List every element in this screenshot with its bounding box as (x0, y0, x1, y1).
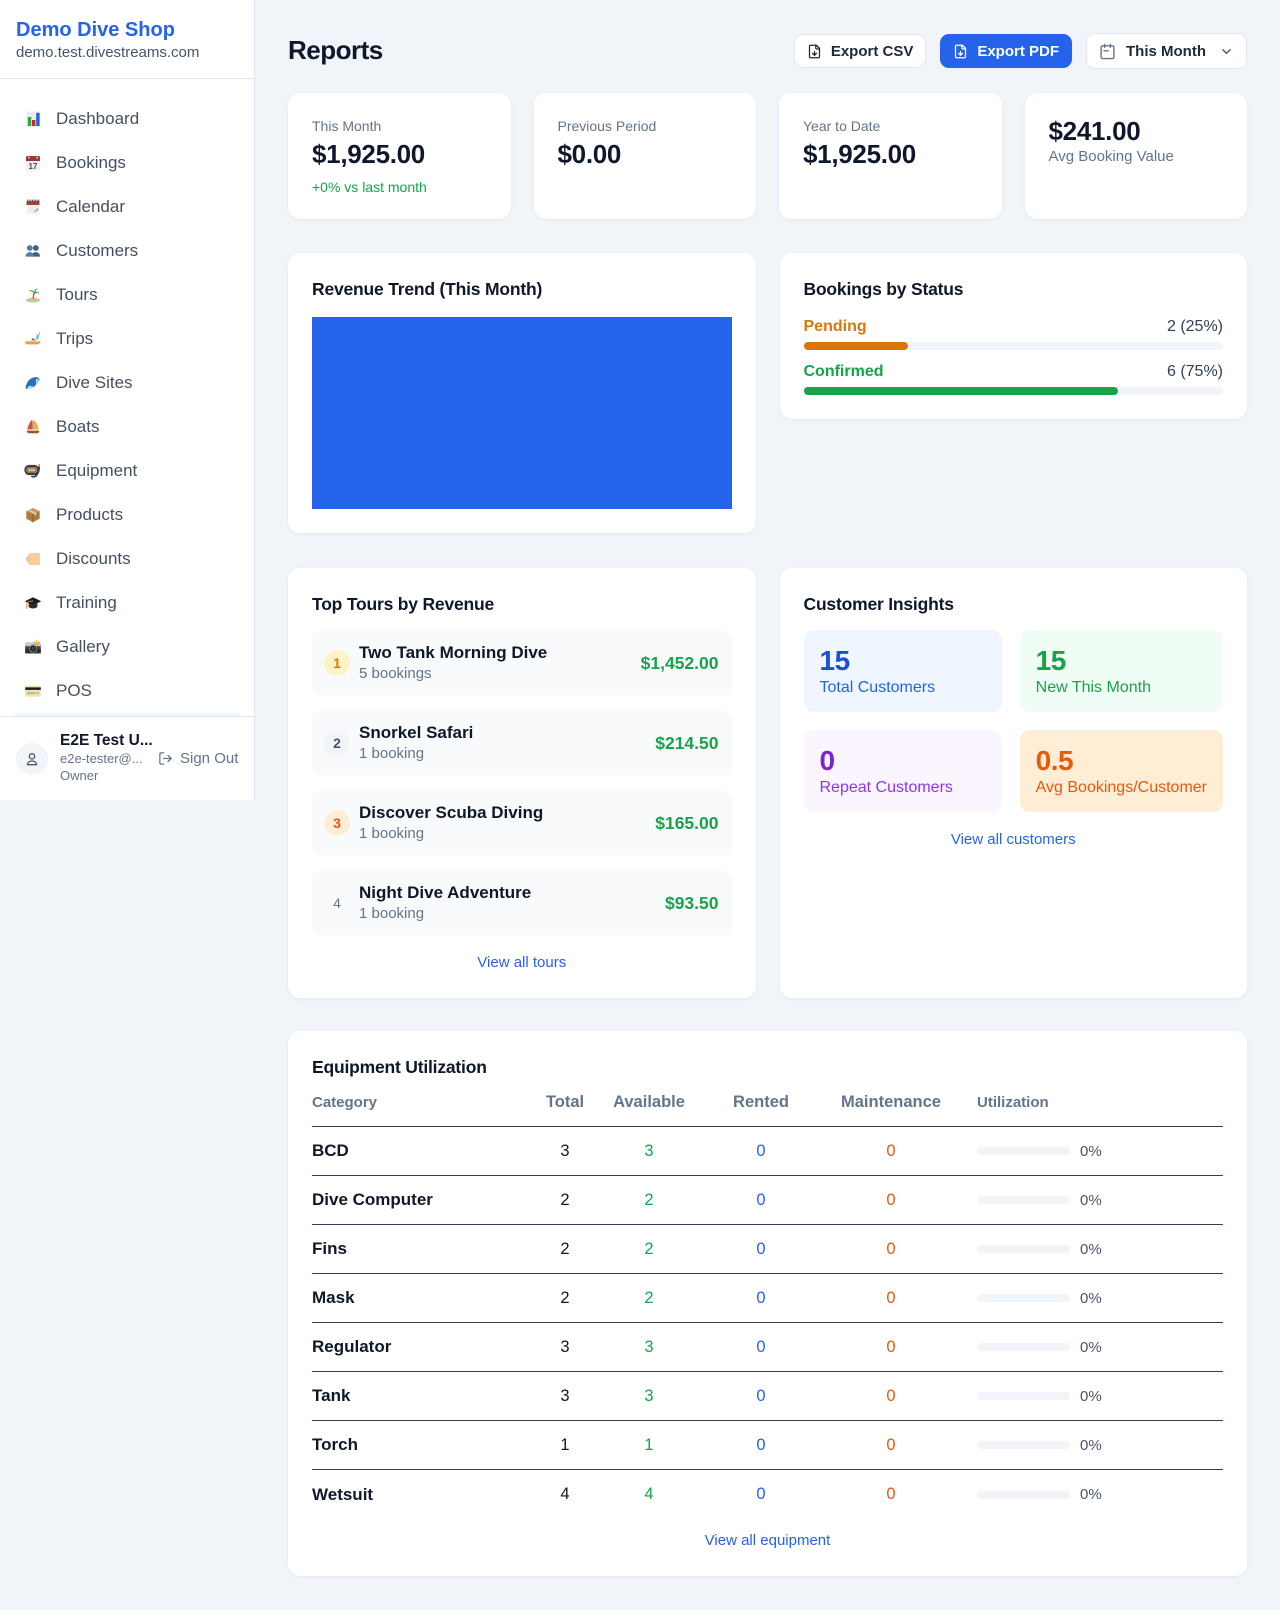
svg-text:17: 17 (29, 162, 38, 171)
